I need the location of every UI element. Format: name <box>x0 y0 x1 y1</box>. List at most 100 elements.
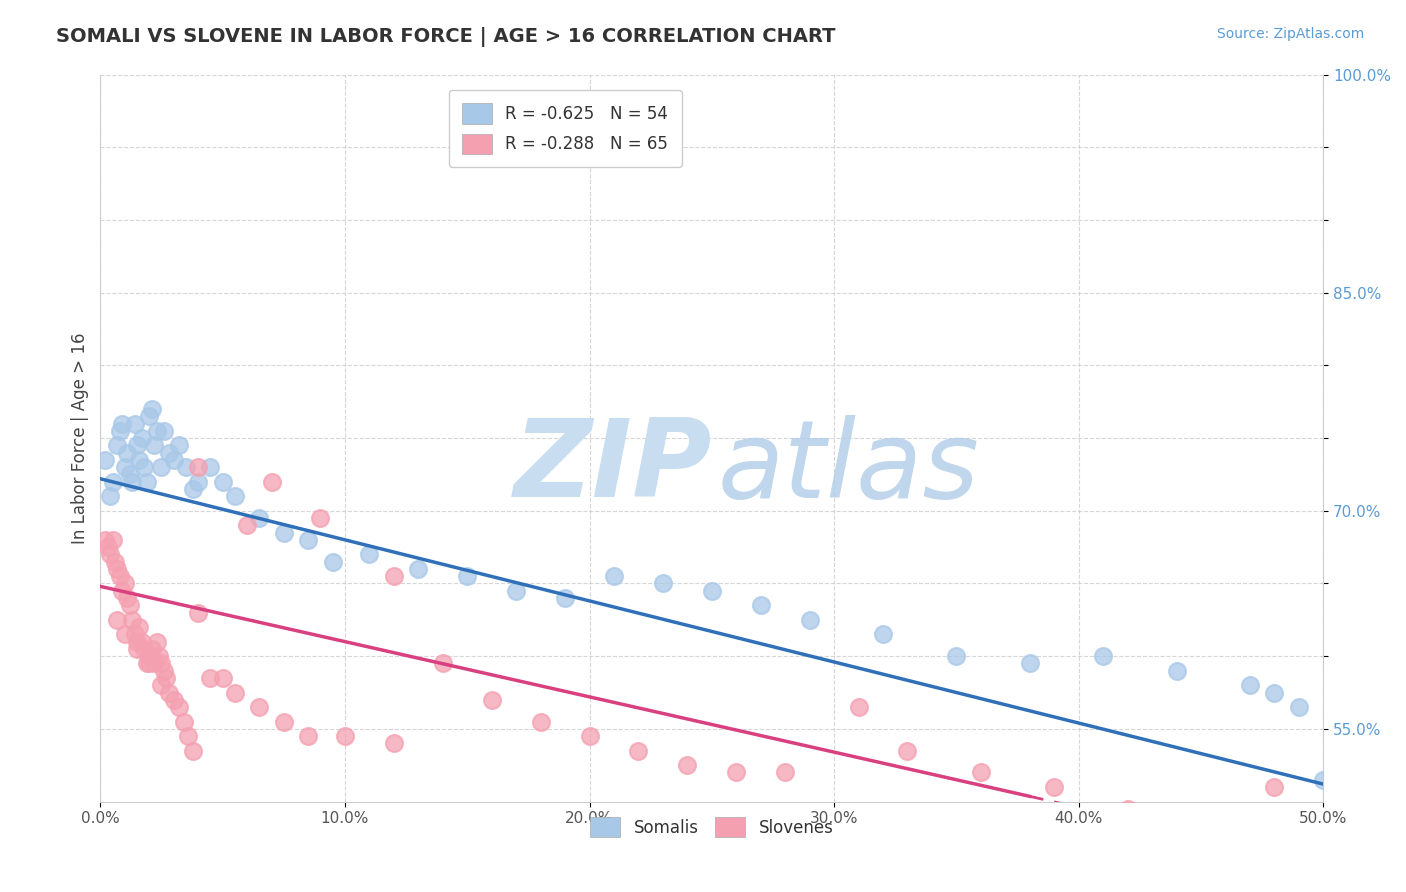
Point <box>125 634 148 648</box>
Point <box>143 657 166 671</box>
Point <box>121 613 143 627</box>
Point <box>236 518 259 533</box>
Point <box>456 569 478 583</box>
Point <box>150 460 173 475</box>
Point <box>150 678 173 692</box>
Point <box>297 533 319 547</box>
Point <box>111 583 134 598</box>
Point <box>799 613 821 627</box>
Point <box>145 424 167 438</box>
Point <box>260 475 283 489</box>
Point <box>1018 657 1040 671</box>
Point <box>128 620 150 634</box>
Point <box>382 569 405 583</box>
Point <box>125 438 148 452</box>
Point <box>141 401 163 416</box>
Point <box>554 591 576 605</box>
Point <box>1263 780 1285 794</box>
Point <box>167 700 190 714</box>
Point <box>148 649 170 664</box>
Point <box>200 460 222 475</box>
Point <box>157 445 180 459</box>
Point <box>167 438 190 452</box>
Point <box>124 627 146 641</box>
Point <box>945 649 967 664</box>
Point <box>187 460 209 475</box>
Y-axis label: In Labor Force | Age > 16: In Labor Force | Age > 16 <box>72 333 89 544</box>
Point <box>107 562 129 576</box>
Point <box>481 693 503 707</box>
Point <box>749 599 772 613</box>
Point <box>181 744 204 758</box>
Point <box>125 641 148 656</box>
Point <box>101 475 124 489</box>
Point <box>104 555 127 569</box>
Point <box>247 511 270 525</box>
Text: ZIP: ZIP <box>513 414 711 520</box>
Point <box>138 657 160 671</box>
Point <box>177 729 200 743</box>
Point <box>224 685 246 699</box>
Legend: Somalis, Slovenes: Somalis, Slovenes <box>583 811 841 844</box>
Point <box>359 547 381 561</box>
Point <box>651 576 673 591</box>
Point <box>108 569 131 583</box>
Point <box>145 634 167 648</box>
Point <box>114 576 136 591</box>
Point <box>1092 649 1115 664</box>
Point <box>1312 772 1334 787</box>
Point <box>114 460 136 475</box>
Point <box>309 511 332 525</box>
Point <box>872 627 894 641</box>
Point <box>124 417 146 431</box>
Text: Source: ZipAtlas.com: Source: ZipAtlas.com <box>1216 27 1364 41</box>
Point <box>121 475 143 489</box>
Point <box>118 467 141 482</box>
Point <box>273 525 295 540</box>
Point <box>211 475 233 489</box>
Point <box>529 714 551 729</box>
Point <box>107 438 129 452</box>
Point <box>114 627 136 641</box>
Point <box>1116 802 1139 816</box>
Point <box>135 657 157 671</box>
Point <box>153 664 176 678</box>
Point <box>128 453 150 467</box>
Point <box>187 475 209 489</box>
Point <box>224 489 246 503</box>
Point <box>131 431 153 445</box>
Point <box>94 533 117 547</box>
Point <box>200 671 222 685</box>
Point <box>725 765 748 780</box>
Point <box>153 424 176 438</box>
Point <box>111 417 134 431</box>
Point <box>101 533 124 547</box>
Point <box>134 641 156 656</box>
Point <box>131 634 153 648</box>
Point <box>505 583 527 598</box>
Point <box>848 700 870 714</box>
Point <box>676 758 699 772</box>
Point <box>297 729 319 743</box>
Point <box>603 569 626 583</box>
Point <box>408 562 430 576</box>
Point <box>187 606 209 620</box>
Point <box>181 482 204 496</box>
Point <box>107 613 129 627</box>
Point <box>97 540 120 554</box>
Point <box>1166 664 1188 678</box>
Point <box>333 729 356 743</box>
Point <box>138 649 160 664</box>
Text: SOMALI VS SLOVENE IN LABOR FORCE | AGE > 16 CORRELATION CHART: SOMALI VS SLOVENE IN LABOR FORCE | AGE >… <box>56 27 835 46</box>
Point <box>578 729 600 743</box>
Point <box>117 445 139 459</box>
Point <box>134 460 156 475</box>
Point <box>173 714 195 729</box>
Point <box>1263 685 1285 699</box>
Point <box>970 765 993 780</box>
Point <box>118 599 141 613</box>
Point <box>155 671 177 685</box>
Point <box>211 671 233 685</box>
Point <box>432 657 454 671</box>
Point <box>150 657 173 671</box>
